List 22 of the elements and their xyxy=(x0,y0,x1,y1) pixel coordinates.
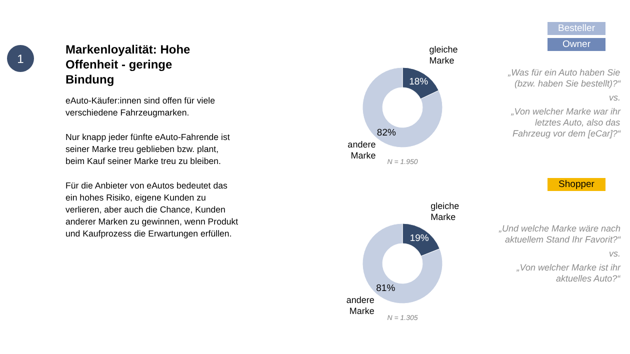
text: vs. xyxy=(609,92,621,102)
slice-label: gleiche Marke xyxy=(430,201,460,222)
text: „Und welche Marke wäre nach aktuellem Stand Ihr Favorit?“ xyxy=(498,224,622,244)
text: Owner xyxy=(562,39,590,50)
text: 1 xyxy=(17,52,24,66)
text: Nur knapp jeder fünfte eAuto-Fahrende ist seiner Marke treu geblieben bzw. plant, beim Kauf seiner Marke treu zu bleiben. xyxy=(66,132,230,166)
text: Markenloyalität: Hohe Offenheit - geringe Bindung xyxy=(66,42,191,86)
text: „Was für ein Auto haben Sie (bzw. haben Sie bestellt)?“ xyxy=(507,68,622,88)
data-label: 19% xyxy=(410,233,430,244)
text: Für die Anbieter von eAutos bedeutet das ein hohes Risiko, eigene Kunden zu verlieren, aber auch die Chance, Kunden anderer Marken zu gewinnen, wenn Produkt und Kaufprozess die Erwartungen erfüllen. xyxy=(66,180,239,238)
text: „Von welcher Marke war ihr letztes Auto, also das Fahrzeug vor dem [eCar]?“ xyxy=(510,106,622,138)
text: Besteller xyxy=(558,23,595,34)
data-label: 81% xyxy=(376,282,396,294)
text: „Von welcher Marke ist ihr aktuelles Auto?“ xyxy=(516,262,622,284)
slice-label: andere Marke xyxy=(348,140,376,161)
data-label: 82% xyxy=(376,127,396,138)
text: vs. xyxy=(609,248,621,258)
text: eAuto-Käufer:innen sind offen für viele verschiedene Fahrzeugmarken. xyxy=(66,96,216,118)
data-label: 18% xyxy=(409,76,429,88)
slice-label: gleiche Marke xyxy=(429,44,458,66)
slice-label: andere Marke xyxy=(346,294,374,316)
text: Shopper xyxy=(558,179,594,190)
